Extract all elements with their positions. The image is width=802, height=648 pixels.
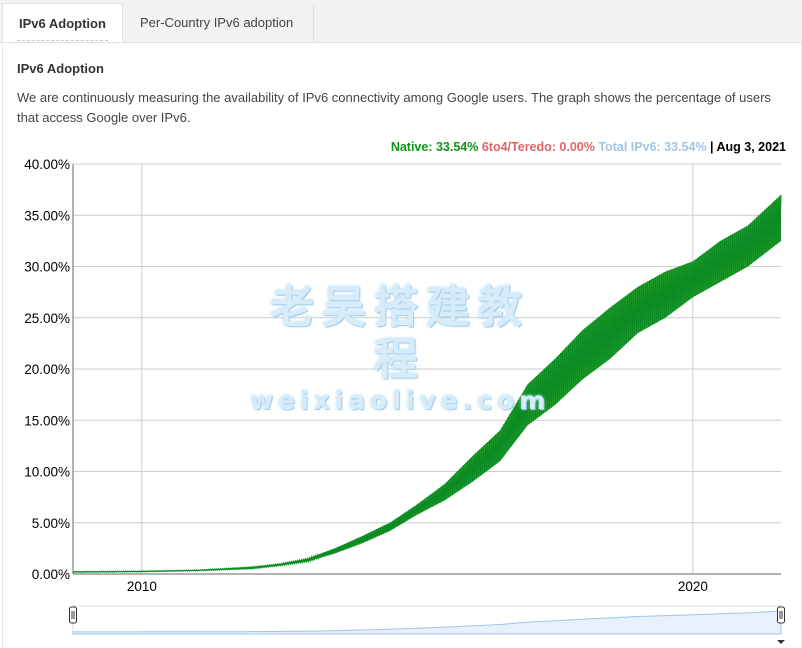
tab-per-country[interactable]: Per-Country IPv6 adoption — [124, 3, 314, 42]
tab-ipv6-adoption[interactable]: IPv6 Adoption — [2, 3, 123, 42]
native-series-band — [73, 194, 781, 573]
y-tick-label: 35.00% — [24, 208, 70, 223]
chart-axes — [72, 164, 781, 575]
tab-bar: IPv6 Adoption Per-Country IPv6 adoption — [0, 0, 802, 43]
legend-total: Total IPv6: 33.54% — [598, 140, 707, 154]
chart-grid — [73, 163, 781, 575]
tab-per-country-label: Per-Country IPv6 adoption — [140, 15, 294, 30]
y-tick-label: 40.00% — [24, 157, 70, 172]
native-series-line — [72, 194, 782, 574]
x-axis-labels: 2010 2020 — [127, 579, 708, 594]
y-tick-label: 10.00% — [24, 465, 70, 480]
chart-legend: Native: 33.54% 6to4/Teredo: 0.00% Total … — [391, 140, 786, 154]
y-tick-label: 20.00% — [24, 362, 70, 377]
legend-native: Native: 33.54% — [390, 140, 479, 154]
ipv6-adoption-chart[interactable]: 0.00% 5.00% 10.00% 15.00% 20.00% 25.00% 30.00%… — [0, 150, 802, 648]
navigator-corner-icon — [777, 640, 785, 644]
section-description: We are continuously measuring the availa… — [17, 90, 771, 125]
y-axis-labels: 0.00% 5.00% 10.00% 15.00% 20.00% 25.00% 30.00%… — [24, 157, 70, 582]
y-tick-label: 0.00% — [32, 567, 70, 582]
tab-underline — [17, 40, 108, 41]
y-tick-label: 15.00% — [24, 413, 70, 428]
tab-ipv6-adoption-label: IPv6 Adoption — [19, 16, 106, 31]
chart-area-native — [72, 194, 782, 574]
legend-separator: | — [710, 140, 714, 154]
y-tick-label: 25.00% — [24, 311, 70, 326]
section-heading: IPv6 Adoption — [17, 61, 104, 76]
y-tick-label: 5.00% — [32, 516, 70, 531]
y-tick-label: 30.00% — [24, 260, 70, 275]
navigator-right-handle[interactable] — [777, 606, 785, 624]
x-tick-label: 2020 — [678, 579, 708, 594]
navigator-left-handle[interactable] — [69, 606, 77, 624]
navigator-series — [72, 610, 782, 635]
x-tick-label: 2010 — [127, 579, 157, 594]
range-navigator — [69, 605, 785, 644]
legend-date: Aug 3, 2021 — [716, 140, 786, 154]
legend-teredo: 6to4/Teredo: 0.00% — [481, 140, 595, 154]
